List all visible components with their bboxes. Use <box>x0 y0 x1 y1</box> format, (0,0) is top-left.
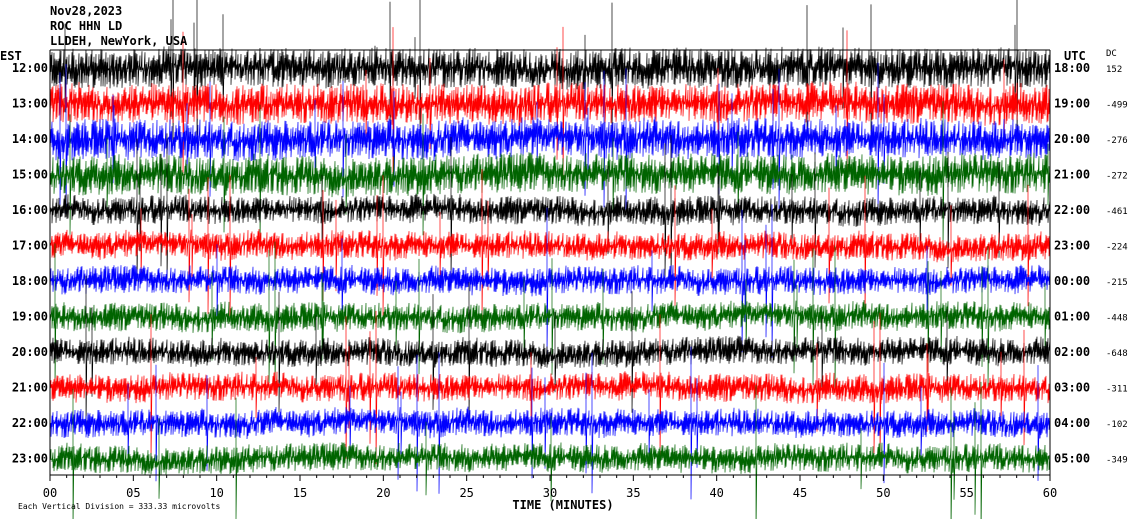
dc-header-label: DC <box>1106 49 1117 59</box>
trace-line-row-2 <box>49 26 1051 181</box>
dc-offset-label: -499 <box>1106 101 1128 111</box>
dc-offset-label: -215 <box>1106 278 1128 288</box>
utc-hour-label: 18:00 <box>1054 61 1090 75</box>
est-hour-label: 18:00 <box>12 274 48 288</box>
x-tick-label: 00 <box>43 486 57 500</box>
est-hour-label: 13:00 <box>12 97 48 111</box>
utc-axis-label: UTC <box>1064 49 1086 63</box>
x-tick-label: 45 <box>793 486 807 500</box>
x-axis-label: TIME (MINUTES) <box>512 498 613 512</box>
trace-line-row-5 <box>49 133 1051 287</box>
est-axis-label: EST <box>0 49 22 63</box>
utc-hour-label: 01:00 <box>1054 310 1090 324</box>
utc-hour-label: 03:00 <box>1054 381 1090 395</box>
dc-offset-label: -448 <box>1106 314 1128 324</box>
est-hour-label: 15:00 <box>12 168 48 182</box>
est-hour-label: 14:00 <box>12 132 48 146</box>
dc-offset-label: -276 <box>1106 136 1128 146</box>
trace-line-row-11 <box>49 346 1051 500</box>
trace-line-row-8 <box>49 241 1051 392</box>
x-tick-label: 55 <box>959 486 973 500</box>
x-tick-label: 50 <box>876 486 890 500</box>
trace-line-row-7 <box>49 204 1051 358</box>
trace-line-row-12 <box>49 381 1051 519</box>
trace-line-row-4 <box>49 101 1051 248</box>
x-tick-label: 25 <box>459 486 473 500</box>
dc-offset-label: -648 <box>1106 349 1128 359</box>
x-tick-label: 40 <box>709 486 723 500</box>
dc-offset-label: -224 <box>1106 243 1128 253</box>
x-tick-label: 15 <box>293 486 307 500</box>
est-hour-label: 21:00 <box>12 381 48 395</box>
dc-offset-label: -311 <box>1106 385 1128 395</box>
x-tick-label: 35 <box>626 486 640 500</box>
utc-hour-label: 05:00 <box>1054 452 1090 466</box>
utc-hour-label: 00:00 <box>1054 274 1090 288</box>
dc-offset-label: -272 <box>1106 172 1128 182</box>
x-tick-label: 60 <box>1043 486 1057 500</box>
utc-hour-label: 23:00 <box>1054 239 1090 253</box>
dc-offset-label: 152 <box>1106 65 1122 75</box>
trace-line-row-1 <box>49 0 1051 147</box>
seismogram-traces <box>49 0 1051 519</box>
utc-hour-label: 20:00 <box>1054 132 1090 146</box>
utc-hour-label: 04:00 <box>1054 416 1090 430</box>
est-hour-label: 20:00 <box>12 345 48 359</box>
chart-title-line: LLDEH, NewYork, USA <box>50 34 188 48</box>
est-hour-label: 17:00 <box>12 239 48 253</box>
dc-offset-label: -349 <box>1106 456 1128 466</box>
est-hour-label: 16:00 <box>12 203 48 217</box>
trace-line-row-3 <box>49 62 1051 216</box>
chart-title-line: ROC HHN LD <box>50 19 122 33</box>
x-tick-label: 30 <box>543 486 557 500</box>
est-hour-label: 23:00 <box>12 452 48 466</box>
x-tick-label: 10 <box>209 486 223 500</box>
utc-hour-label: 19:00 <box>1054 97 1090 111</box>
utc-hour-label: 22:00 <box>1054 203 1090 217</box>
utc-hour-label: 21:00 <box>1054 168 1090 182</box>
est-hour-label: 22:00 <box>12 416 48 430</box>
x-tick-label: 20 <box>376 486 390 500</box>
trace-line-row-9 <box>49 275 1051 429</box>
est-hour-label: 12:00 <box>12 61 48 75</box>
x-axis-ticks: 00 05 10 15 20 25 30 35 40 45 50 55 60 <box>43 475 1057 500</box>
x-tick-label: 05 <box>126 486 140 500</box>
scale-note: Each Vertical Division = 333.33 microvol… <box>18 502 220 511</box>
est-hour-label: 19:00 <box>12 310 48 324</box>
dc-offset-label: -102 <box>1106 420 1128 430</box>
utc-hour-label: 02:00 <box>1054 345 1090 359</box>
dc-offset-label: -461 <box>1106 207 1128 217</box>
trace-line-row-10 <box>49 310 1051 465</box>
chart-title-line: Nov28,2023 <box>50 4 122 18</box>
